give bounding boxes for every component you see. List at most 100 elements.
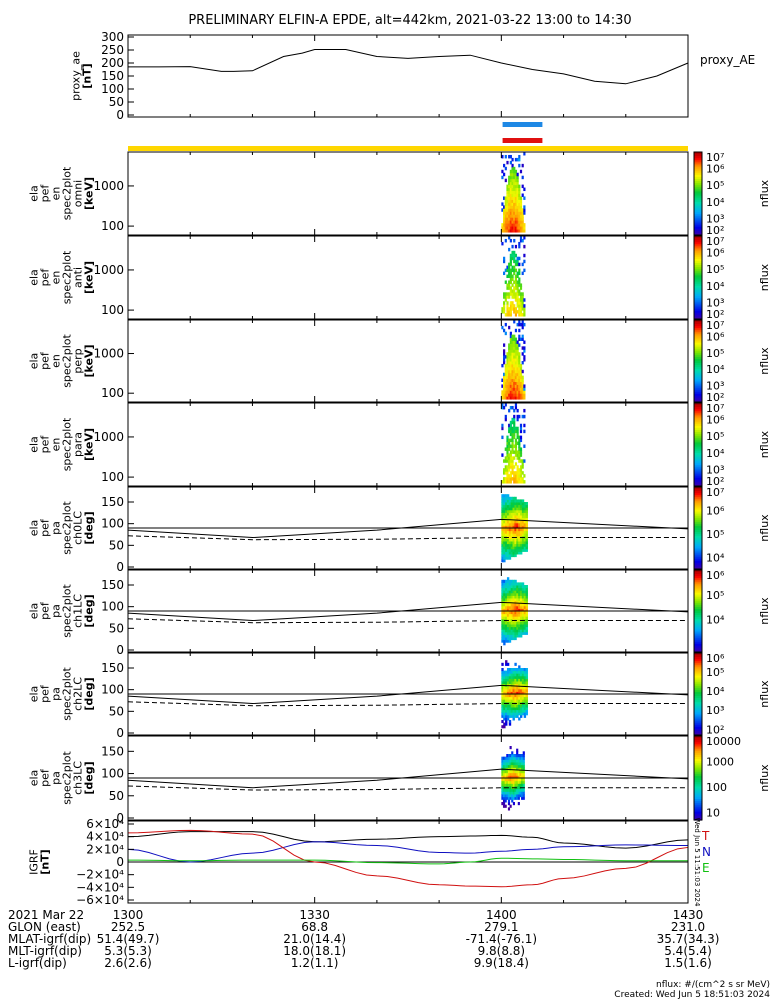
- colorbar-swatch: [694, 534, 702, 537]
- heatmap-cell: [508, 310, 511, 314]
- heatmap-cell: [513, 337, 516, 341]
- heatmap-cell: [511, 220, 514, 224]
- heatmap-cell: [521, 772, 524, 776]
- heatmap-cell: [510, 515, 514, 519]
- heatmap-cell: [513, 346, 516, 350]
- heatmap-cell: [506, 600, 510, 604]
- heatmap-cell: [511, 378, 514, 382]
- heatmap-cell: [523, 474, 526, 478]
- heatmap-cell: [520, 605, 523, 609]
- heatmap-cell: [518, 184, 521, 189]
- panel-igrf: 6×10⁴4×10⁴2×10⁴0−2×10⁴−4×10⁴−6×10⁴IGRF[n…: [28, 817, 711, 907]
- heatmap-cell: [521, 629, 525, 633]
- colorbar-swatch: [694, 434, 702, 437]
- colorbar-label: nflux: [758, 514, 771, 542]
- heatmap-cell: [516, 205, 519, 209]
- heatmap-cell: [518, 202, 521, 206]
- heatmap-cell: [503, 509, 506, 513]
- heatmap-cell: [513, 435, 516, 440]
- heatmap-cell: [508, 509, 512, 513]
- heatmap-cell: [520, 683, 523, 687]
- heatmap-cell: [520, 598, 523, 602]
- heatmap-cell: [519, 438, 523, 443]
- heatmap-cell: [506, 678, 510, 682]
- y-axis-label-line: spec2plot: [61, 501, 74, 555]
- colorbar-swatch: [694, 265, 702, 268]
- y-tick-label: 100: [101, 303, 124, 317]
- heatmap-cell: [518, 381, 521, 385]
- heatmap-cell: [521, 598, 525, 602]
- heatmap-cell: [512, 595, 515, 599]
- heatmap-cell: [509, 202, 512, 206]
- heatmap-cell: [503, 624, 506, 628]
- ephemeris-value: 1330: [299, 908, 330, 922]
- heatmap-cell: [509, 796, 512, 800]
- heatmap-cell: [523, 611, 527, 615]
- heatmap-cell: [516, 590, 519, 594]
- heatmap-cell: [508, 438, 511, 443]
- colorbar-swatch: [694, 720, 702, 724]
- colorbar-swatch: [694, 623, 702, 626]
- heatmap-cell: [516, 670, 519, 674]
- heatmap-cell: [513, 378, 516, 382]
- heatmap-cell: [520, 528, 523, 532]
- y-tick-label: 6×10⁴: [86, 817, 124, 831]
- heatmap-cell: [513, 456, 516, 460]
- heatmap-cell: [506, 579, 510, 583]
- heatmap-cell: [506, 778, 509, 782]
- heatmap-cell: [504, 477, 507, 481]
- heatmap-cell: [506, 699, 510, 703]
- heatmap-cell: [508, 694, 512, 698]
- heatmap-cell: [516, 408, 519, 413]
- heatmap-cell: [503, 387, 506, 391]
- heatmap-cell: [503, 587, 506, 591]
- heatmap-cell: [514, 582, 517, 586]
- heatmap-cell: [514, 546, 517, 550]
- heatmap-cell: [516, 603, 519, 607]
- colorbar-swatch: [694, 218, 702, 222]
- heatmap-cell: [507, 759, 511, 763]
- heatmap-cell: [512, 543, 515, 547]
- heatmap-cell: [520, 543, 523, 547]
- heatmap-cell: [509, 381, 512, 385]
- heatmap-cell: [518, 187, 521, 192]
- heatmap-cell: [505, 496, 508, 500]
- heatmap-cell: [507, 786, 511, 790]
- heatmap-cell: [516, 778, 519, 782]
- heatmap-cell: [508, 220, 511, 224]
- heatmap-cell: [521, 621, 525, 625]
- heatmap-cell: [501, 707, 504, 711]
- heatmap-cell: [519, 762, 522, 766]
- heatmap-cell: [501, 670, 504, 674]
- colorbar-swatch: [694, 813, 702, 817]
- heatmap-cell: [511, 788, 514, 792]
- heatmap-cell: [506, 538, 510, 542]
- heatmap-cell: [508, 205, 511, 209]
- heatmap-cell: [512, 605, 515, 609]
- heatmap-cell: [505, 499, 508, 503]
- heatmap-cell: [503, 522, 506, 526]
- colorbar-tick-label: 10000: [706, 735, 741, 748]
- heatmap-cell: [510, 714, 514, 718]
- heatmap-cell: [502, 759, 506, 763]
- heatmap-cell: [511, 363, 514, 368]
- heatmap-cell: [525, 611, 528, 615]
- heatmap-cell: [508, 611, 512, 615]
- colorbar-swatch: [694, 515, 702, 519]
- heatmap-cell: [512, 707, 515, 711]
- heatmap-cell: [506, 187, 509, 192]
- heatmap-cell: [508, 355, 511, 359]
- heatmap-cell: [504, 355, 507, 359]
- heatmap-cell: [518, 541, 521, 545]
- heatmap-cell: [514, 169, 518, 174]
- y-axis-label-line: pef: [39, 601, 52, 620]
- heatmap-cell: [501, 453, 504, 457]
- heatmap-cell: [516, 181, 519, 186]
- heatmap-cell: [525, 701, 528, 705]
- colorbar-swatch: [694, 507, 702, 511]
- heatmap-cell: [503, 611, 506, 615]
- heatmap-cell: [509, 477, 512, 481]
- colorbar-swatch: [694, 637, 702, 641]
- heatmap-cell: [509, 301, 512, 305]
- heatmap-cell: [523, 444, 526, 448]
